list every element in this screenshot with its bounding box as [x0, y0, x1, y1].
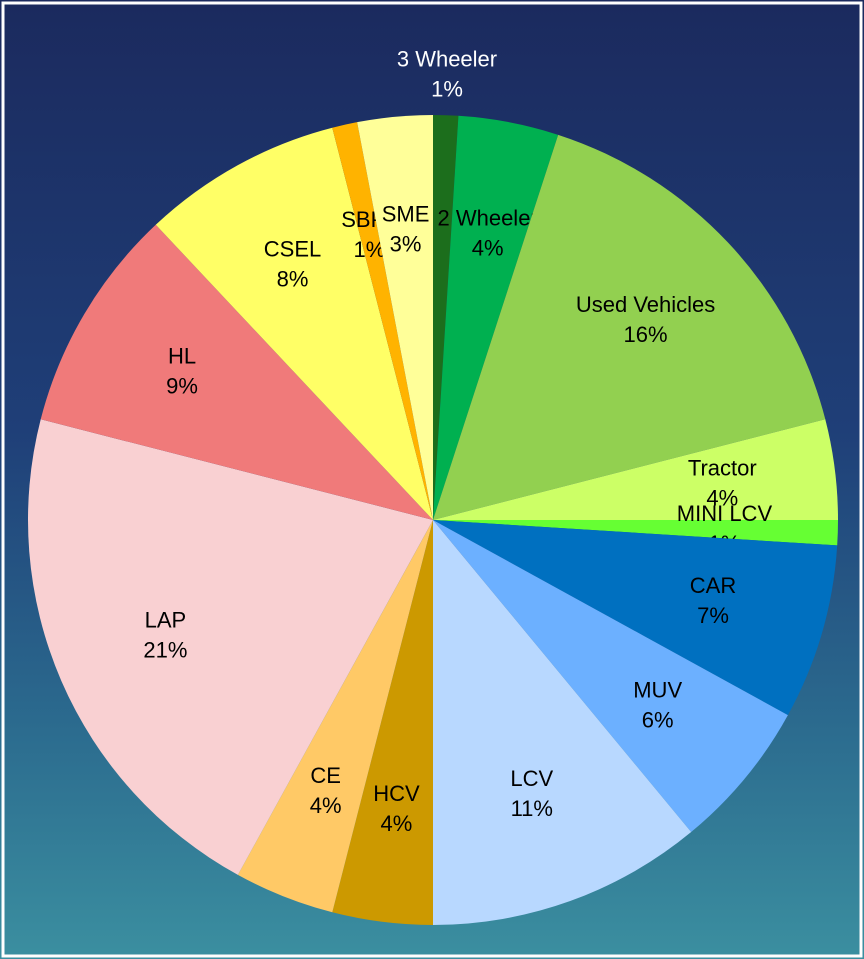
slice-label: CAR [690, 573, 736, 598]
pie-slice [155, 127, 433, 521]
pie-slice [40, 224, 434, 520]
slice-label: CSEL [264, 236, 321, 261]
slice-percent: 16% [624, 322, 668, 347]
slice-label: Tractor [688, 455, 757, 480]
slice-label: 2 Wheeler [437, 205, 537, 230]
slice-label: MUV [633, 678, 682, 703]
pie-slice [433, 520, 838, 716]
slice-label: HCV [373, 781, 420, 806]
pie-slice [237, 520, 433, 913]
pie-slice [433, 520, 788, 833]
slice-percent: 3% [390, 232, 422, 257]
slice-percent: 11% [511, 796, 553, 821]
pie-slice [332, 520, 433, 925]
pie-slice [433, 520, 692, 925]
pie-slice [433, 115, 559, 521]
slice-label: 3 Wheeler [397, 47, 497, 72]
slice-percent: 4% [706, 485, 738, 510]
slice-percent: 4% [472, 235, 504, 260]
slice-label: LAP [145, 608, 187, 633]
slice-percent: 21% [143, 638, 187, 663]
slice-label: MINI LCV [677, 501, 773, 526]
slice-percent: 8% [277, 266, 309, 291]
slice-percent: 9% [166, 373, 198, 398]
pie-slice [433, 419, 838, 520]
slice-percent: 1% [431, 77, 463, 102]
pie-slice [27, 419, 434, 875]
pie-slice [357, 115, 433, 520]
pie-slice [433, 115, 459, 520]
slice-percent: 6% [642, 708, 674, 733]
slice-label: HL [168, 343, 196, 368]
slice-label: Used Vehicles [576, 292, 715, 317]
slice-label: SME [382, 202, 430, 227]
slice-percent: 4% [381, 811, 413, 836]
pie-slice [433, 520, 838, 546]
slice-percent: 7% [697, 603, 729, 628]
slice-label: CE [310, 763, 341, 788]
slice-percent: 4% [310, 793, 342, 818]
slice-label: LCV [510, 766, 553, 791]
pie-slice [332, 122, 433, 521]
pie-slice [433, 134, 826, 520]
